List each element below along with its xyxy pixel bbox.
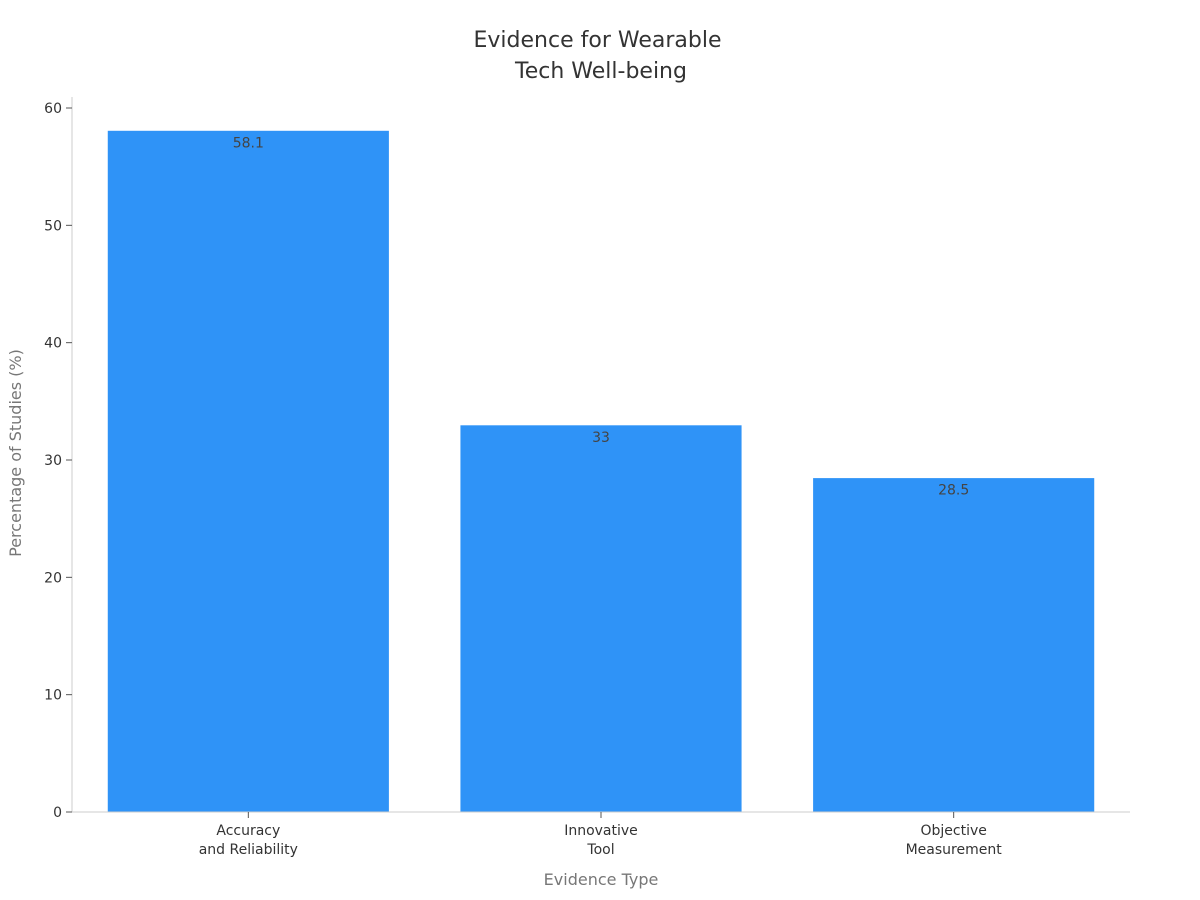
- bar-value-label: 28.5: [938, 483, 969, 499]
- x-tick-label: Accuracy and Reliability: [199, 823, 298, 858]
- bars-layer: 58.1 33 28.5: [106, 129, 1096, 813]
- bar-value-label: 58.1: [233, 135, 264, 151]
- bar: [459, 424, 743, 813]
- y-tick-label: 0: [53, 805, 62, 821]
- y-tick-label: 30: [44, 453, 62, 469]
- bar-value-label: 33: [592, 430, 610, 446]
- x-tick-label: Objective Measurement: [906, 823, 1003, 858]
- chart-title-line-1: Evidence for Wearable: [474, 28, 722, 53]
- x-tick-label-line: Measurement: [906, 842, 1003, 858]
- chart-title-line-2: Tech Well-being: [514, 59, 687, 84]
- x-tick-label-line: Innovative: [564, 823, 638, 839]
- x-axis-label: Evidence Type: [544, 870, 659, 889]
- y-tick-label: 10: [44, 688, 62, 704]
- x-tick-label-line: Objective: [920, 823, 986, 839]
- bar: [106, 129, 390, 813]
- bar: [812, 477, 1096, 813]
- y-tick-label: 60: [44, 101, 62, 117]
- x-tick-label: Innovative Tool: [564, 823, 638, 858]
- x-tick-label-line: Accuracy: [216, 823, 280, 839]
- y-axis-label: Percentage of Studies (%): [6, 349, 25, 557]
- x-tick-label-line: and Reliability: [199, 842, 298, 858]
- y-tick-label: 50: [44, 218, 62, 234]
- x-tick-label-line: Tool: [586, 842, 614, 858]
- chart-title: Evidence for Wearable Tech Well-being: [474, 28, 729, 84]
- y-tick-label: 40: [44, 336, 62, 352]
- axes-layer: 0 10 20 30 40 50 60 Accuracy and Reliability Inno…: [44, 97, 1130, 858]
- y-tick-label: 20: [44, 570, 62, 586]
